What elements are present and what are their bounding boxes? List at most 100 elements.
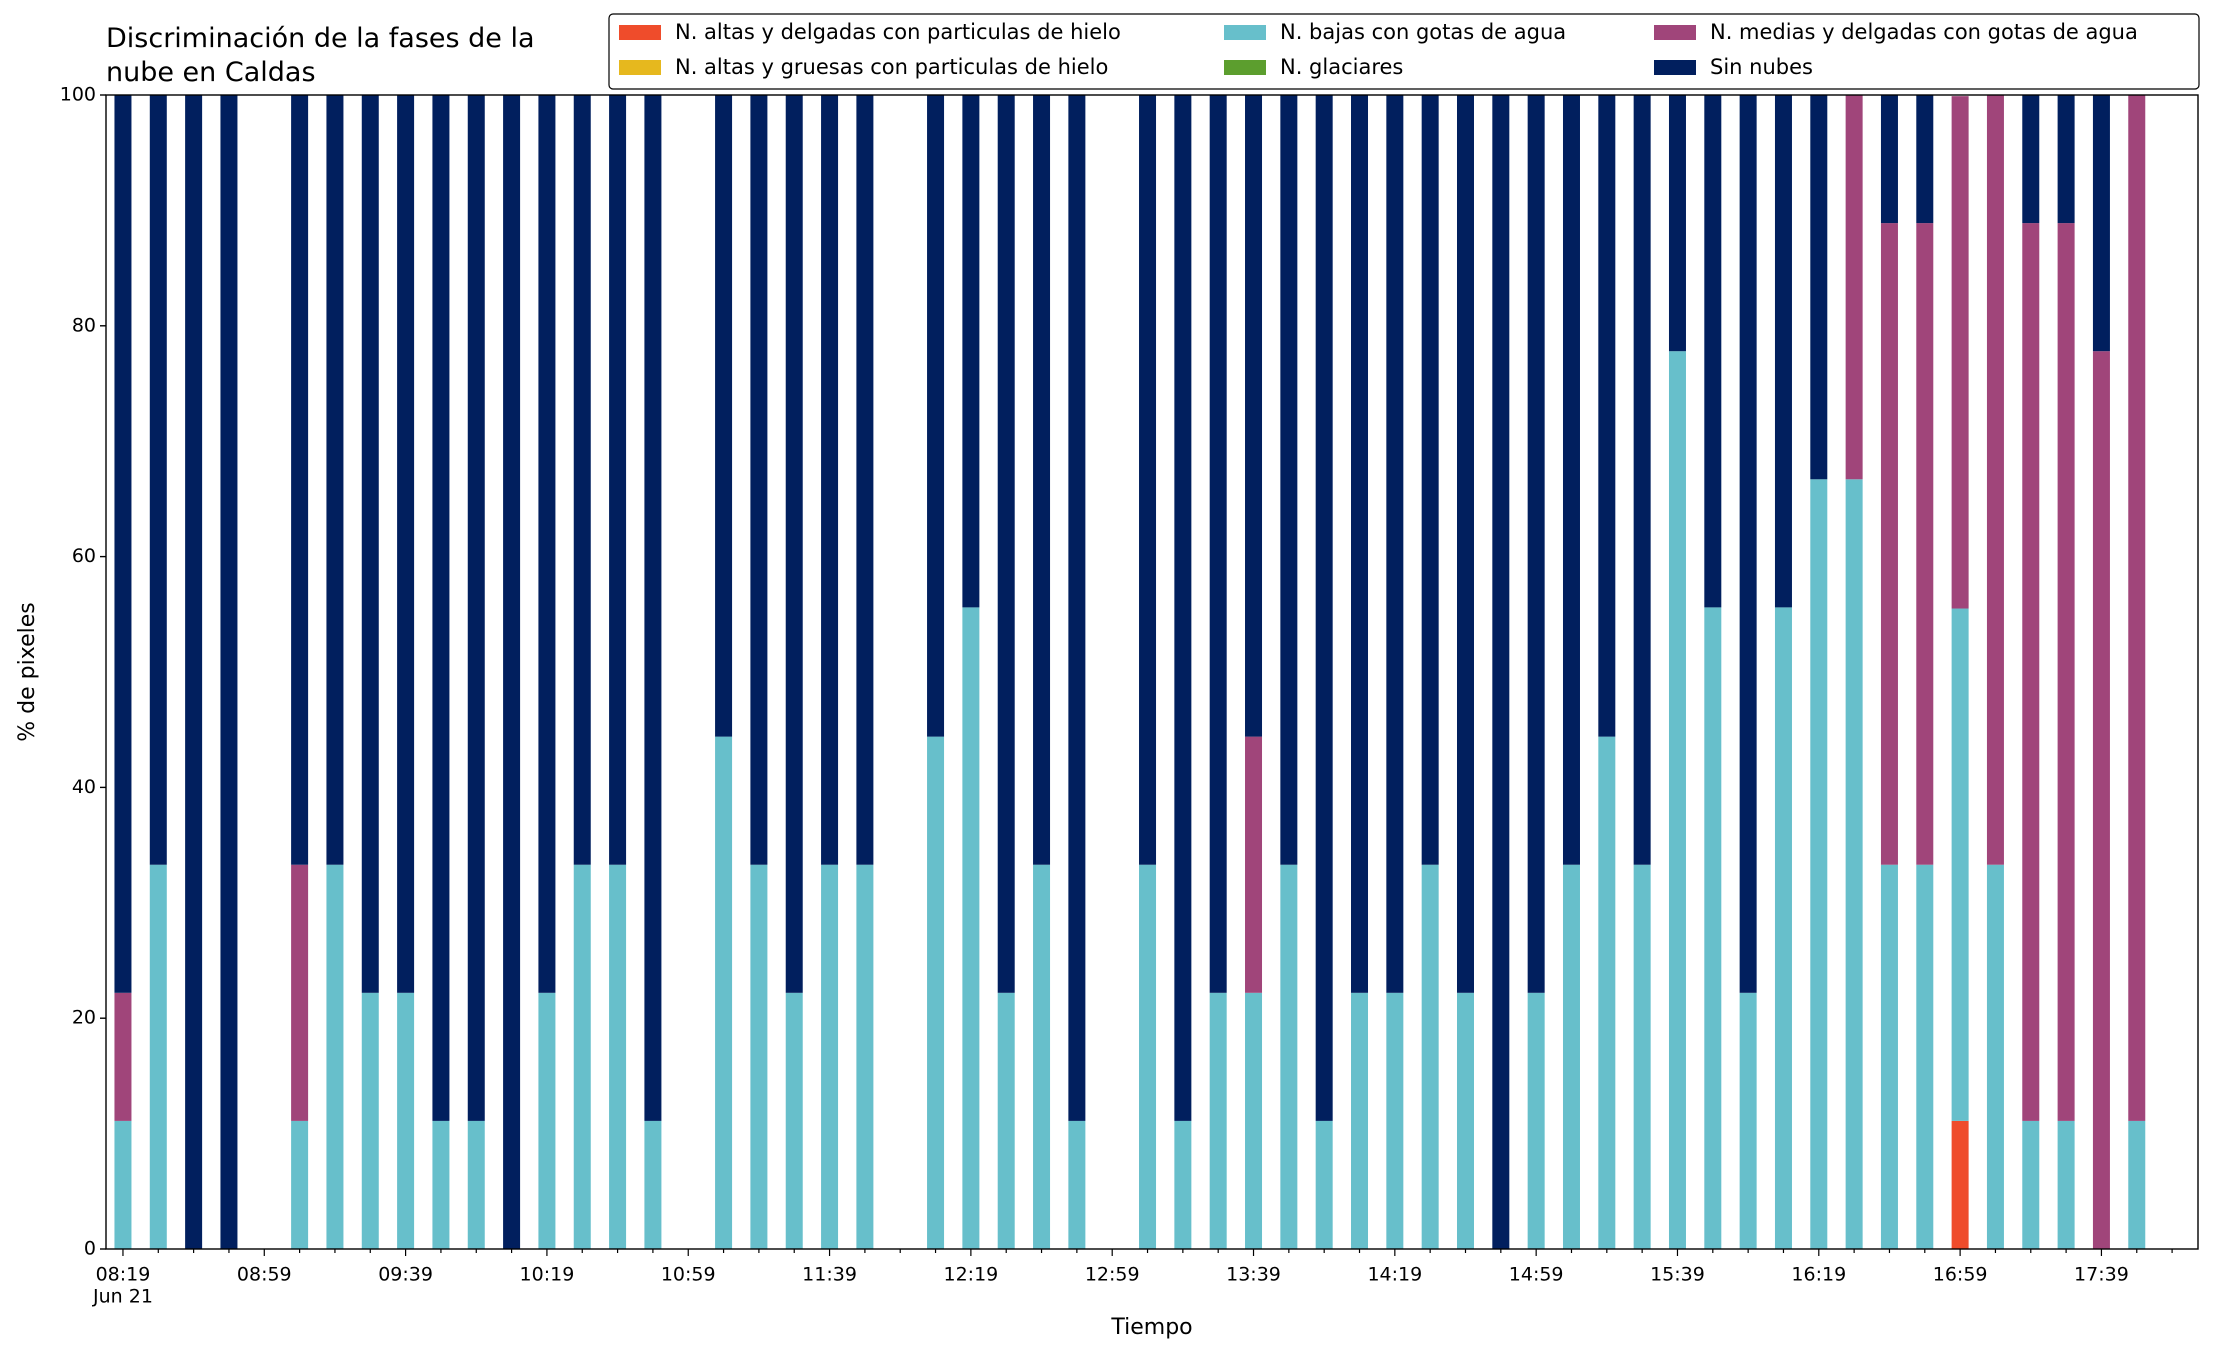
x-tick-label: 16:59 xyxy=(1933,1264,1988,1286)
bar-segment xyxy=(1739,992,1757,1249)
bar-segment xyxy=(1245,992,1263,1249)
bar-segment xyxy=(397,95,415,993)
bar-segment xyxy=(1633,95,1651,865)
bar-segment xyxy=(962,607,980,1249)
bar-segment xyxy=(1492,95,1510,1249)
bar-segment xyxy=(2128,95,2146,1121)
y-tick-label: 80 xyxy=(72,314,96,336)
bar-segment xyxy=(856,864,874,1249)
bar-segment xyxy=(1880,95,1898,224)
x-tick-label: 10:59 xyxy=(661,1264,716,1286)
legend-swatch xyxy=(619,60,661,75)
bar-segment xyxy=(1810,479,1828,1250)
bar-segment xyxy=(962,95,980,608)
y-tick-label: 0 xyxy=(84,1238,96,1260)
bar-segment xyxy=(1386,992,1404,1249)
x-tick-label: 13:39 xyxy=(1226,1264,1281,1286)
legend-swatch xyxy=(619,25,661,40)
bar-segment xyxy=(1774,607,1792,1249)
bar-segment xyxy=(573,864,591,1249)
x-tick-label: 09:39 xyxy=(378,1264,433,1286)
bar-segment xyxy=(1174,95,1192,1121)
bar-segment xyxy=(927,736,945,1249)
bar-segment xyxy=(1598,95,1616,737)
bar-segment xyxy=(2022,95,2040,224)
bar-segment xyxy=(2092,95,2110,352)
bar-segment xyxy=(1562,95,1580,865)
x-tick-label: 14:19 xyxy=(1367,1264,1422,1286)
bar-segment xyxy=(1668,351,1686,1249)
bar-segment xyxy=(149,864,167,1249)
bar-segment xyxy=(1315,95,1333,1121)
bar-segment xyxy=(785,95,803,993)
bar-segment xyxy=(1880,864,1898,1249)
legend-label: N. bajas con gotas de agua xyxy=(1280,20,1566,44)
bar-segment xyxy=(1209,95,1227,993)
bar-segment xyxy=(1562,864,1580,1249)
legend-swatch xyxy=(1654,60,1696,75)
bar-segment xyxy=(1880,223,1898,865)
plot-frame xyxy=(105,94,2199,1250)
y-tick-label: 100 xyxy=(60,84,96,106)
bar-segment xyxy=(997,95,1015,993)
bar-segment xyxy=(1951,96,1969,609)
bar-segment xyxy=(2092,351,2110,1249)
bar-segment xyxy=(2057,1120,2075,1249)
legend-box xyxy=(608,13,2200,90)
bar-segment xyxy=(997,992,1015,1249)
bar-segment xyxy=(1774,95,1792,608)
bar-segment xyxy=(1068,1120,1086,1249)
legend-label: Sin nubes xyxy=(1710,55,1813,79)
bar-segment xyxy=(1668,95,1686,352)
bar-segment xyxy=(750,95,768,865)
bar-segment xyxy=(114,1120,132,1249)
bar-segment xyxy=(1033,864,1051,1249)
bar-segment xyxy=(149,95,167,865)
bar-segment xyxy=(2057,95,2075,224)
legend-label: N. altas y delgadas con particulas de hi… xyxy=(675,20,1121,44)
x-tick-label: 16:19 xyxy=(1791,1264,1846,1286)
bar-segment xyxy=(821,95,839,865)
x-tick-label: 10:19 xyxy=(520,1264,575,1286)
bar-segment xyxy=(1456,992,1474,1249)
bar-segment xyxy=(1739,95,1757,993)
bar-segment xyxy=(1033,95,1051,865)
x-tick-label: 11:39 xyxy=(802,1264,857,1286)
bar-segment xyxy=(538,95,556,993)
bar-segment xyxy=(1139,95,1157,865)
chart-title: Discriminación de la fases de la nube en… xyxy=(106,23,535,88)
bar-segment xyxy=(1916,864,1934,1249)
bar-segment xyxy=(644,1120,662,1249)
bar-segment xyxy=(1951,1120,1969,1249)
bar-segment xyxy=(291,1120,309,1249)
bar-segment xyxy=(1209,992,1227,1249)
bar-segment xyxy=(2057,223,2075,1121)
x-tick-label: 12:19 xyxy=(943,1264,998,1286)
bar-segment xyxy=(821,864,839,1249)
legend-swatch xyxy=(1654,25,1696,40)
bar-segment xyxy=(1068,95,1086,1121)
bar-segment xyxy=(1704,607,1722,1249)
bar-segment xyxy=(397,992,415,1249)
bar-segment xyxy=(1386,95,1404,993)
bar-segment xyxy=(1280,864,1298,1249)
bar-segment xyxy=(785,992,803,1249)
bar-segment xyxy=(326,95,344,865)
bar-segment xyxy=(1527,95,1545,993)
bar-segment xyxy=(927,95,945,737)
bar-segment xyxy=(715,95,733,737)
legend-label: N. glaciares xyxy=(1280,55,1403,79)
bar-segment xyxy=(1986,95,2004,865)
bar-segment xyxy=(114,992,132,1121)
bar-segment xyxy=(467,1120,485,1249)
x-tick-label: 08:59 xyxy=(237,1264,292,1286)
bar-segment xyxy=(1280,95,1298,865)
bar-segment xyxy=(1916,223,1934,865)
bar-segment xyxy=(715,736,733,1249)
bar-segment xyxy=(114,95,132,993)
bar-segment xyxy=(573,95,591,865)
bar-segment xyxy=(1139,864,1157,1249)
bar-segment xyxy=(1456,95,1474,993)
